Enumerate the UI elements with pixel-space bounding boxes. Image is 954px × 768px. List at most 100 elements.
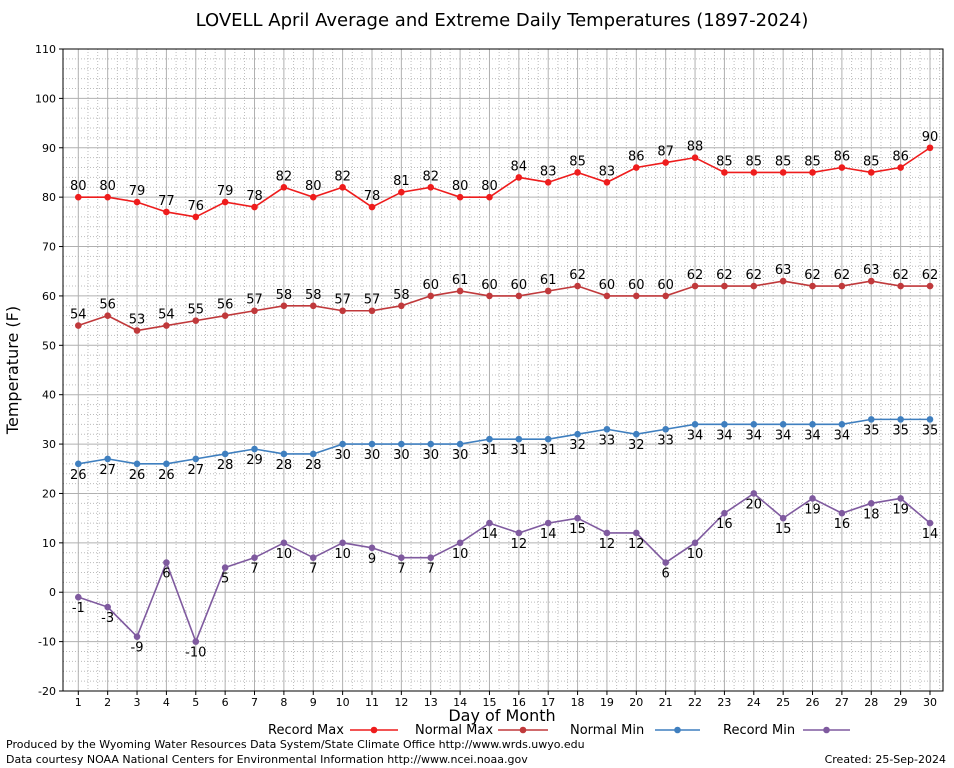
data-point-normal-min (838, 421, 846, 428)
data-label-normal-max: 54 (158, 308, 175, 323)
data-point-record-min (427, 554, 435, 561)
data-label-normal-min: 30 (364, 448, 381, 463)
data-point-normal-max (750, 282, 758, 290)
data-label-normal-min: 34 (746, 428, 763, 443)
data-point-normal-min (368, 440, 376, 448)
data-point-normal-max (309, 302, 317, 310)
data-point-normal-max (633, 292, 640, 300)
x-tick-label: 8 (280, 696, 287, 709)
data-point-normal-min (721, 421, 728, 428)
data-label-normal-min: 35 (892, 423, 909, 438)
data-point-record-max (104, 193, 111, 201)
chart-title: LOVELL April Average and Extreme Daily T… (196, 10, 809, 31)
data-point-record-min (544, 519, 552, 527)
data-point-record-min (104, 603, 111, 611)
data-point-record-max (309, 193, 317, 201)
data-point-normal-max (809, 282, 816, 290)
data-point-record-min (339, 539, 346, 547)
series-line-record-min (78, 492, 931, 644)
y-tick-label: 110 (35, 43, 56, 56)
data-point-normal-max (221, 312, 229, 319)
series-record-min: -1 -3 -9 6 -10 5 7 10 7 10 9 7 7 10 14 12 14 15 12 12 6 10 16 2… (72, 490, 938, 661)
y-tick-label: 30 (42, 438, 56, 451)
data-point-record-min (192, 638, 200, 645)
data-label-normal-min: 30 (452, 448, 469, 463)
data-label-normal-min: 32 (569, 438, 586, 453)
data-label-record-max: 80 (481, 179, 498, 194)
data-label-normal-max: 62 (834, 268, 851, 283)
data-label-record-min: 12 (511, 537, 528, 552)
legend-label: Normal Min (570, 723, 644, 738)
legend-label: Record Min (723, 723, 795, 738)
data-point-normal-max (721, 282, 728, 290)
data-label-normal-max: 58 (393, 288, 410, 303)
data-label-record-max: 90 (922, 130, 939, 145)
data-point-normal-min (486, 435, 493, 443)
data-label-record-max: 82 (276, 169, 293, 184)
data-label-normal-min: 34 (804, 428, 821, 443)
x-tick-label: 21 (659, 696, 673, 709)
y-axis: -20 -10 0 10 20 30 40 50 60 70 80 90 100 110 (35, 43, 63, 698)
y-tick-label: 90 (42, 142, 56, 155)
data-point-normal-max (251, 307, 258, 315)
data-label-normal-max: 62 (892, 268, 909, 283)
grid (63, 48, 943, 692)
data-point-record-max (750, 169, 758, 176)
x-tick-label: 7 (251, 696, 258, 709)
y-tick-label: 70 (42, 241, 56, 254)
data-point-normal-min (221, 450, 229, 458)
data-label-record-min: 19 (804, 502, 821, 517)
x-tick-label: 13 (424, 696, 438, 709)
data-point-record-max (280, 183, 288, 191)
data-point-normal-max (867, 277, 875, 285)
legend-item-record-min: Record Min (723, 723, 850, 738)
data-point-record-max (603, 179, 611, 186)
data-point-record-max (251, 203, 258, 211)
data-label-normal-min: 31 (540, 443, 557, 458)
data-label-normal-max: 56 (217, 298, 234, 313)
data-label-record-max: 87 (657, 145, 674, 160)
data-point-normal-min (779, 421, 787, 428)
x-tick-label: 6 (222, 696, 229, 709)
data-label-normal-min: 30 (393, 448, 410, 463)
data-point-record-max (456, 193, 464, 201)
data-point-record-max (192, 213, 200, 221)
series-normal-min: 26 27 26 26 27 28 29 28 28 30 30 30 30 30 31 31 31 32 33 32… (70, 416, 938, 483)
data-label-record-max: 86 (834, 150, 851, 165)
data-label-normal-min: 35 (863, 423, 880, 438)
data-label-normal-min: 27 (188, 463, 205, 478)
data-point-normal-min (427, 440, 435, 448)
legend-label: Record Max (268, 723, 344, 738)
data-label-normal-max: 57 (364, 293, 381, 308)
x-tick-label: 18 (571, 696, 585, 709)
data-point-record-min (574, 514, 581, 522)
x-tick-label: 3 (134, 696, 141, 709)
data-label-normal-max: 60 (422, 278, 439, 293)
legend-item-normal-max: Normal Max (415, 723, 548, 738)
y-tick-label: 0 (49, 586, 56, 599)
data-label-normal-min: 33 (599, 433, 616, 448)
data-label-record-min: -1 (72, 601, 85, 616)
data-point-normal-max (662, 292, 669, 300)
data-label-normal-min: 34 (716, 428, 733, 443)
data-label-record-min: 9 (368, 552, 376, 567)
data-label-normal-min: 30 (422, 448, 439, 463)
y-tick-label: 40 (42, 389, 56, 402)
footer-created-date: Created: 25-Sep-2024 (824, 753, 946, 766)
data-point-normal-max (456, 287, 464, 295)
data-label-normal-max: 61 (540, 273, 557, 288)
data-label-record-min: 18 (863, 507, 880, 522)
data-label-record-max: 82 (334, 169, 351, 184)
data-label-record-max: 83 (540, 164, 557, 179)
y-axis-label: Temperature (F) (3, 306, 22, 435)
data-point-record-max (133, 198, 141, 206)
x-tick-label: 16 (512, 696, 526, 709)
x-tick-label: 20 (629, 696, 643, 709)
data-point-record-min (309, 554, 317, 561)
data-label-record-min: 16 (834, 517, 851, 532)
data-point-normal-min (574, 430, 581, 438)
data-point-normal-min (809, 421, 816, 428)
data-label-record-min: 7 (309, 562, 317, 577)
data-point-normal-min (456, 440, 464, 448)
